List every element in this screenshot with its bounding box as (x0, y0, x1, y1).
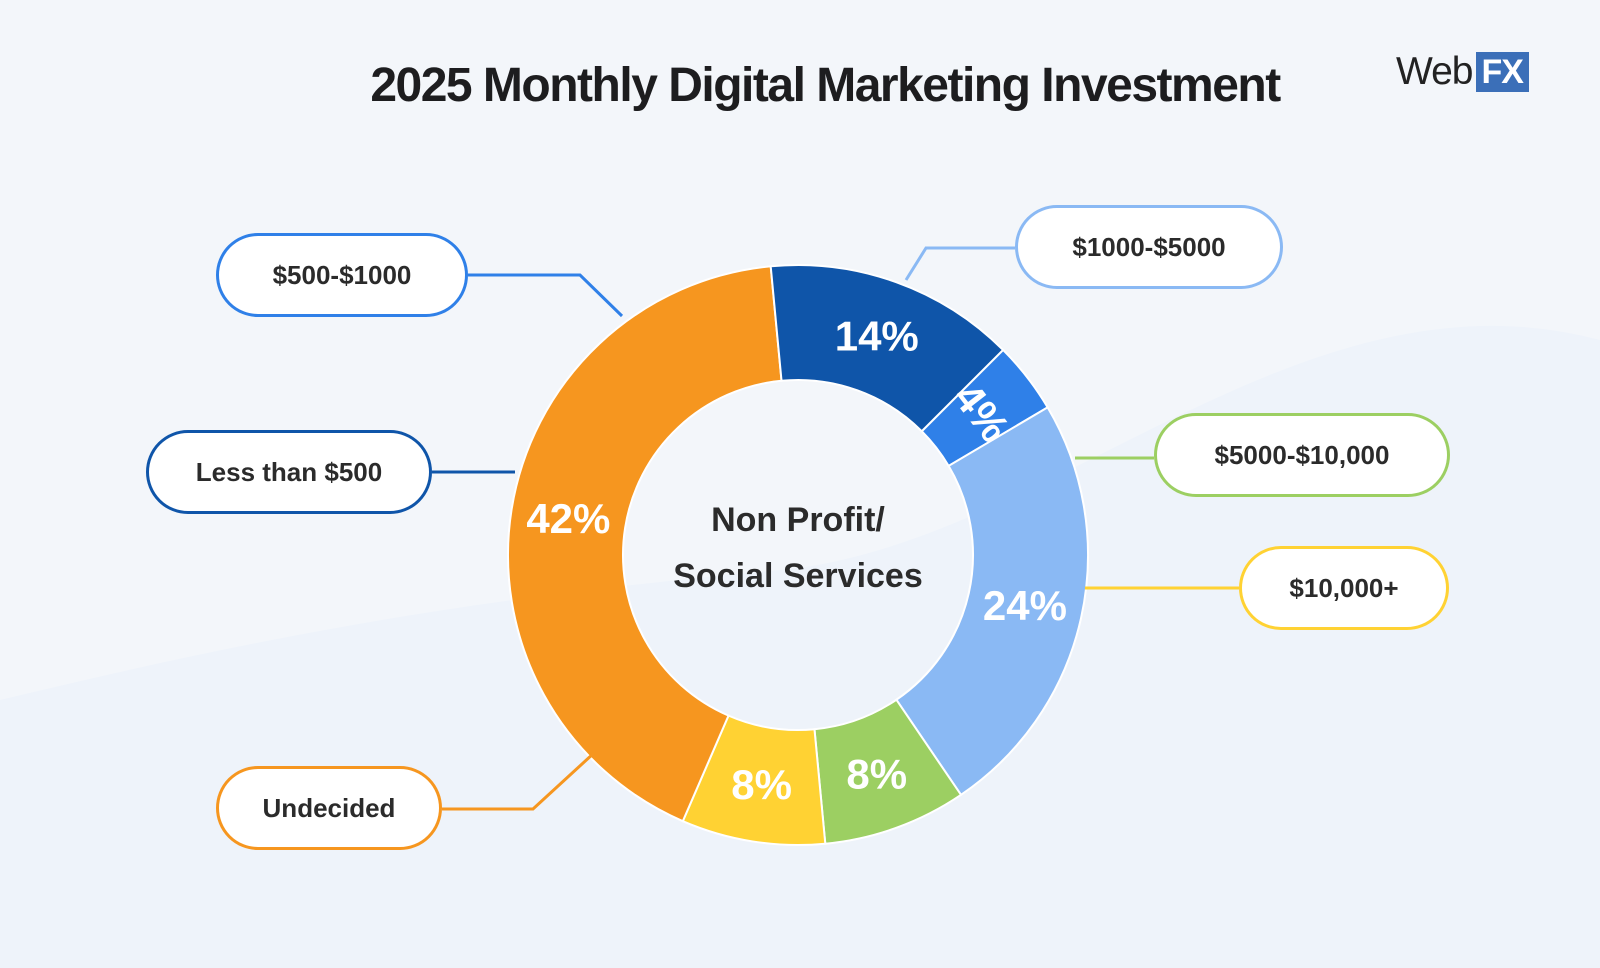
callout-less-than-500: Less than $500 (146, 430, 432, 514)
value-label-1000-5000: 24% (983, 582, 1067, 629)
leader-line-500-1000 (468, 273, 624, 318)
value-label-undecided: 42% (526, 495, 610, 542)
donut-center-label: Non Profit/ Social Services (618, 492, 978, 604)
slice-1000-5000 (894, 406, 1090, 797)
center-label-line2: Social Services (673, 557, 923, 595)
slice-less-than-500 (769, 264, 1005, 433)
value-label-10-000: 8% (731, 761, 792, 808)
callout-10-000: $10,000+ (1239, 546, 1449, 630)
slice-undecided (507, 265, 783, 823)
callout-500-1000: $500-$1000 (216, 233, 468, 317)
chart-title: 2025 Monthly Digital Marketing Investmen… (370, 59, 1281, 112)
logo-badge: FX (1475, 52, 1529, 92)
leader-line-1000-5000 (904, 246, 1015, 281)
donut-slices (507, 264, 1090, 846)
callout-5000-10-000: $5000-$10,000 (1154, 413, 1450, 497)
logo-text: Web (1396, 50, 1473, 93)
callout-undecided: Undecided (216, 766, 442, 850)
callout-1000-5000: $1000-$5000 (1015, 205, 1283, 289)
callout-leaders (432, 246, 1239, 811)
value-label-5000-10-000: 8% (846, 750, 907, 797)
webfx-logo: Web FX (1396, 50, 1529, 94)
value-label-less-than-500: 14% (835, 313, 919, 360)
center-label-line1: Non Profit/ (711, 501, 885, 539)
leader-line-undecided (442, 751, 596, 811)
